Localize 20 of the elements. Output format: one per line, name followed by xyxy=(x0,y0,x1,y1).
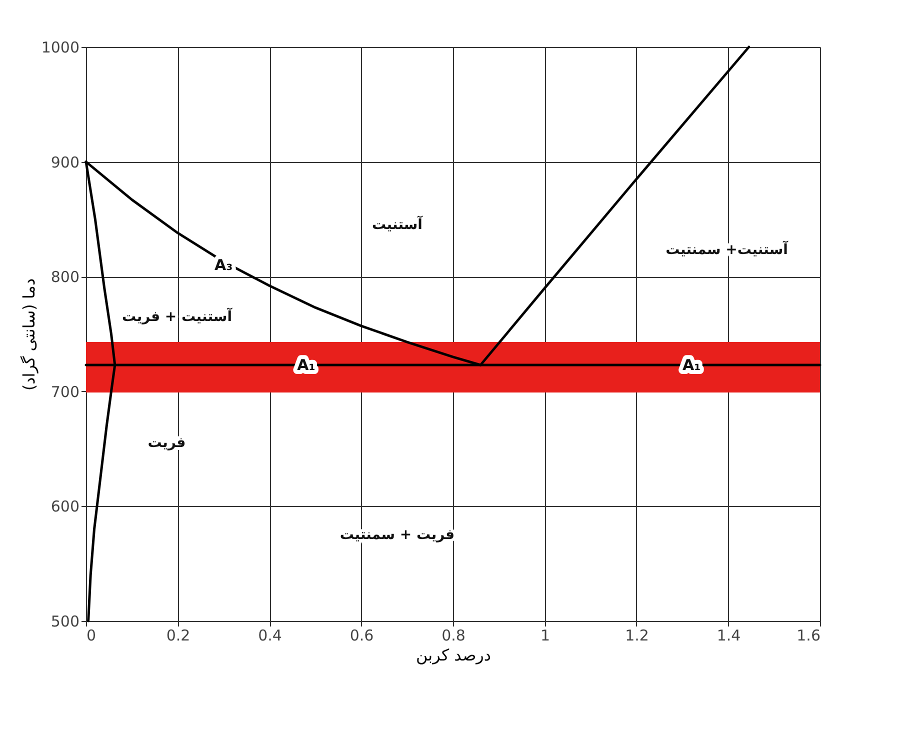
x-tick-label: 1.2 xyxy=(625,626,649,644)
y-tick-label: 600 xyxy=(50,498,80,516)
x-tick-label: 0.8 xyxy=(442,626,466,644)
y-tick-label: 800 xyxy=(50,268,80,286)
x-tick-label: 0.4 xyxy=(258,626,282,644)
y-tick-label: 500 xyxy=(50,612,80,630)
x-tick-label: 1.6 xyxy=(796,626,820,644)
x-axis-title: درصد کربن xyxy=(416,646,491,664)
x-tick-label: 0.6 xyxy=(350,626,374,644)
x-tick-label: 1 xyxy=(540,626,550,644)
x-tick-label: 1.4 xyxy=(716,626,741,644)
y-tick-label: 900 xyxy=(50,153,80,172)
x-tick-label: 0 xyxy=(86,626,96,644)
annotation: آستنیت + فریت xyxy=(122,306,234,325)
x-tick-label: 0.2 xyxy=(166,626,190,644)
annotation: A₃ xyxy=(214,256,233,274)
y-tick-label: 1000 xyxy=(41,38,80,56)
y-tick-label: 700 xyxy=(50,382,80,401)
y-axis-title: دما (سانتی گراد) xyxy=(19,278,38,391)
annotation: آستنیت xyxy=(372,214,424,233)
